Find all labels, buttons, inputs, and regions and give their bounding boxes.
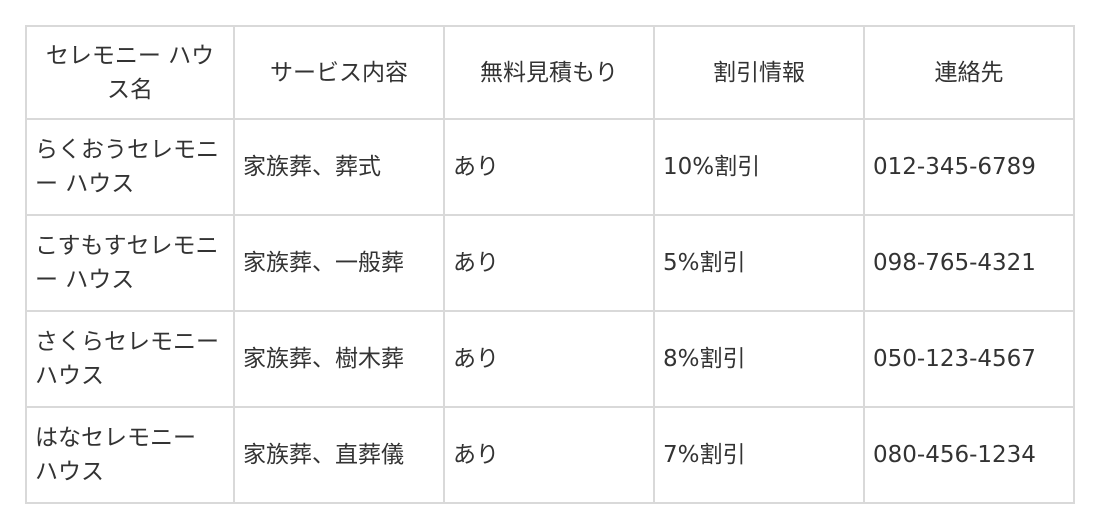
cell-free-estimate: あり (443, 118, 655, 216)
header-discount: 割引情報 (653, 25, 865, 120)
cell-discount: 7%割引 (653, 406, 865, 504)
cell-house-name: こすもすセレモニー ハウス (25, 214, 235, 312)
cell-free-estimate: あり (443, 214, 655, 312)
cell-free-estimate: あり (443, 406, 655, 504)
cell-house-name: らくおうセレモニー ハウス (25, 118, 235, 216)
cell-service: 家族葬、樹木葬 (233, 310, 445, 408)
cell-free-estimate: あり (443, 310, 655, 408)
table-row: こすもすセレモニー ハウス 家族葬、一般葬 あり 5%割引 098-765-43… (25, 214, 1075, 312)
cell-contact: 012-345-6789 (863, 118, 1075, 216)
table-row: さくらセレモニー ハウス 家族葬、樹木葬 あり 8%割引 050-123-456… (25, 310, 1075, 408)
cell-contact: 098-765-4321 (863, 214, 1075, 312)
cell-service: 家族葬、直葬儀 (233, 406, 445, 504)
header-free-estimate: 無料見積もり (443, 25, 655, 120)
cell-discount: 8%割引 (653, 310, 865, 408)
header-house-name: セレモニー ハウス名 (25, 25, 235, 120)
table-header-row: セレモニー ハウス名 サービス内容 無料見積もり 割引情報 連絡先 (25, 25, 1075, 120)
cell-contact: 050-123-4567 (863, 310, 1075, 408)
table-row: らくおうセレモニー ハウス 家族葬、葬式 あり 10%割引 012-345-67… (25, 118, 1075, 216)
cell-house-name: はなセレモニー ハウス (25, 406, 235, 504)
cell-discount: 10%割引 (653, 118, 865, 216)
table-row: はなセレモニー ハウス 家族葬、直葬儀 あり 7%割引 080-456-1234 (25, 406, 1075, 504)
cell-service: 家族葬、一般葬 (233, 214, 445, 312)
header-service: サービス内容 (233, 25, 445, 120)
header-contact: 連絡先 (863, 25, 1075, 120)
cell-contact: 080-456-1234 (863, 406, 1075, 504)
ceremony-house-table: セレモニー ハウス名 サービス内容 無料見積もり 割引情報 連絡先 らくおうセレ… (25, 25, 1075, 504)
cell-house-name: さくらセレモニー ハウス (25, 310, 235, 408)
cell-discount: 5%割引 (653, 214, 865, 312)
cell-service: 家族葬、葬式 (233, 118, 445, 216)
